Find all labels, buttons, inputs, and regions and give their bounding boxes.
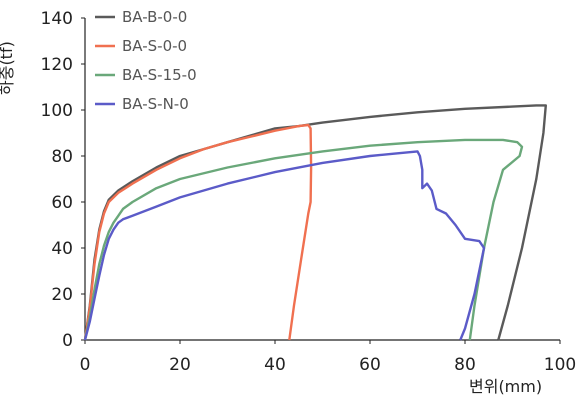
y-tick-label: 20: [51, 285, 73, 305]
x-tick-label: 40: [264, 355, 286, 375]
y-axis-label: 하중(tf): [0, 41, 16, 95]
x-tick-label: 80: [454, 355, 476, 375]
y-tick-label: 0: [62, 331, 73, 351]
y-tick-label: 60: [51, 193, 73, 213]
x-tick-label: 0: [80, 355, 91, 375]
legend-label: BA-S-0-0: [122, 37, 187, 55]
legend-label: BA-B-0-0: [122, 8, 187, 26]
y-tick-label: 100: [41, 101, 73, 121]
ticks: 0 20 40 60 80 100 120 140 0 20 40 60 80 100: [41, 9, 577, 375]
x-axis-label: 변위(mm): [469, 377, 542, 396]
y-tick-label: 80: [51, 147, 73, 167]
axes: [84, 18, 560, 341]
x-tick-label: 60: [359, 355, 381, 375]
series-line-ba-s-15-0: [83, 138, 524, 341]
legend-label: BA-S-15-0: [122, 66, 197, 84]
x-tick-label: 100: [544, 355, 576, 375]
series-layer: [83, 104, 547, 341]
y-tick-label: 40: [51, 239, 73, 259]
x-tick-label: 20: [169, 355, 191, 375]
legend-label: BA-S-N-0: [122, 95, 189, 113]
series-line-ba-s-n-0: [83, 150, 486, 341]
legend: BA-B-0-0 BA-S-0-0 BA-S-15-0 BA-S-N-0: [95, 8, 197, 113]
y-tick-label: 140: [41, 9, 73, 29]
series-line-ba-s-0-0: [83, 123, 313, 341]
y-tick-label: 120: [41, 55, 73, 75]
